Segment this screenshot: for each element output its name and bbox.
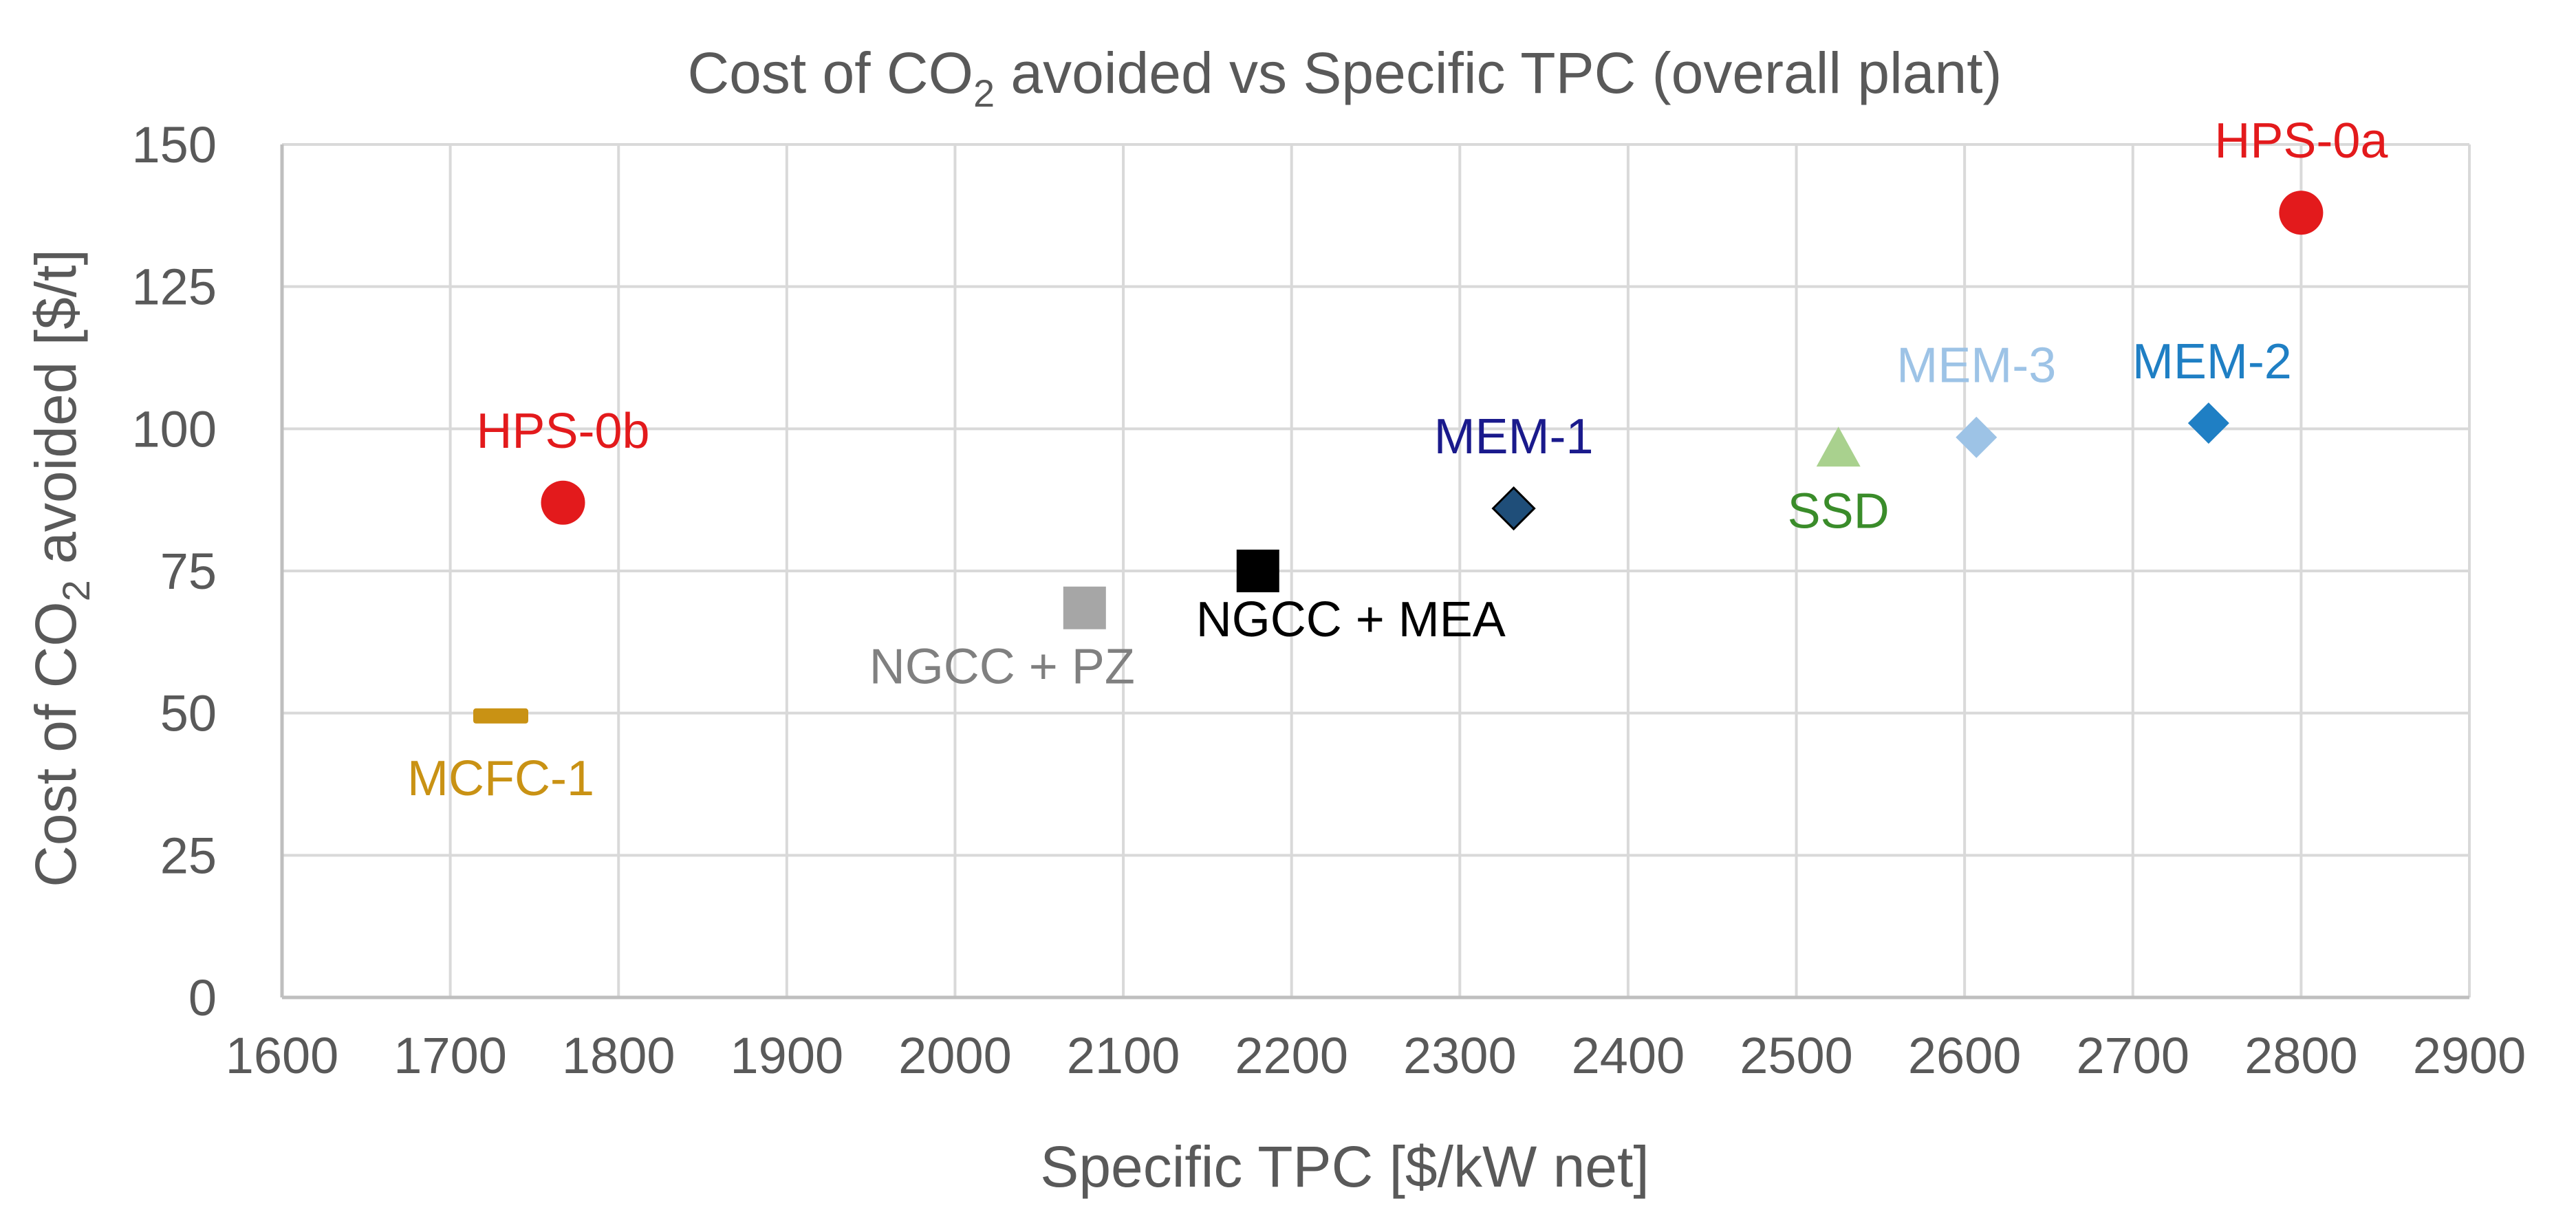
y-axis-title: Cost of CO2 avoided [$/t] — [23, 249, 98, 887]
x-tick-label-2600: 2600 — [1908, 1027, 2022, 1084]
chart-title-suffix: avoided vs Specific TPC (overall plant) — [995, 41, 2002, 105]
x-tick-label-2100: 2100 — [1067, 1027, 1180, 1084]
grid-layer — [281, 143, 2471, 999]
point-label-mem-1: MEM-1 — [1434, 409, 1594, 464]
chart-title: Cost of CO2 avoided vs Specific TPC (ove… — [687, 41, 2002, 115]
point-label-hps-0b: HPS-0b — [476, 404, 649, 459]
y-tick-label-150: 150 — [132, 116, 217, 173]
marker-layer — [473, 191, 2324, 724]
x-tick-label-2400: 2400 — [1572, 1027, 1685, 1084]
label-layer: HPS-0a HPS-0b MCFC-1 NGCC + PZ NGCC + MEA MEM… — [407, 114, 2388, 806]
marker-hps-0a — [2279, 191, 2324, 235]
point-label-mem-2: MEM-2 — [2132, 334, 2292, 389]
y-tick-label-75: 75 — [160, 543, 217, 600]
y-axis-title-suffix: avoided [$/t] — [23, 249, 88, 580]
y-tick-label-125: 125 — [132, 259, 217, 316]
y-tick-label-100: 100 — [132, 400, 217, 457]
chart-title-subscript: 2 — [973, 72, 995, 115]
y-tick-label-50: 50 — [160, 685, 217, 742]
marker-mem-1 — [1491, 486, 1536, 531]
x-tick-label-1600: 1600 — [226, 1027, 339, 1084]
marker-mem-2 — [2187, 402, 2229, 444]
x-axis-title: Specific TPC [$/kW net] — [1040, 1134, 1649, 1199]
marker-ngcc-pz — [1063, 586, 1106, 629]
x-tick-label-2200: 2200 — [1235, 1027, 1348, 1084]
point-label-ngcc-pz: NGCC + PZ — [869, 640, 1135, 695]
point-label-ssd: SSD — [1788, 484, 1890, 539]
marker-ngcc-mea — [1236, 550, 1279, 592]
point-label-mcfc-1: MCFC-1 — [407, 751, 594, 806]
marker-hps-0b — [541, 480, 585, 525]
x-tick-label-1800: 1800 — [562, 1027, 675, 1084]
y-axis-title-subscript: 2 — [54, 580, 98, 601]
point-label-mem-3: MEM-3 — [1896, 338, 2056, 393]
marker-ssd — [1816, 426, 1861, 467]
axis-layer — [280, 144, 2469, 1000]
x-tick-label-2900: 2900 — [2413, 1027, 2526, 1084]
point-label-hps-0a: HPS-0a — [2214, 114, 2388, 169]
marker-mem-3 — [1956, 416, 1998, 458]
x-tick-label-2700: 2700 — [2076, 1027, 2189, 1084]
tick-layer: 1600 1700 1800 1900 2000 2100 2200 2300 2400 2500… — [132, 116, 2526, 1084]
x-tick-label-2500: 2500 — [1740, 1027, 1853, 1084]
point-label-ngcc-mea: NGCC + MEA — [1196, 592, 1506, 647]
y-tick-label-0: 0 — [188, 969, 217, 1026]
x-tick-label-2800: 2800 — [2244, 1027, 2358, 1084]
x-tick-label-2300: 2300 — [1403, 1027, 1517, 1084]
x-tick-label-2000: 2000 — [898, 1027, 1012, 1084]
marker-mcfc-1 — [473, 708, 528, 724]
chart-title-prefix: Cost of CO — [687, 41, 973, 105]
x-tick-label-1700: 1700 — [393, 1027, 507, 1084]
y-tick-label-25: 25 — [160, 827, 217, 884]
y-axis-title-prefix: Cost of CO — [23, 601, 88, 887]
x-tick-label-1900: 1900 — [730, 1027, 844, 1084]
